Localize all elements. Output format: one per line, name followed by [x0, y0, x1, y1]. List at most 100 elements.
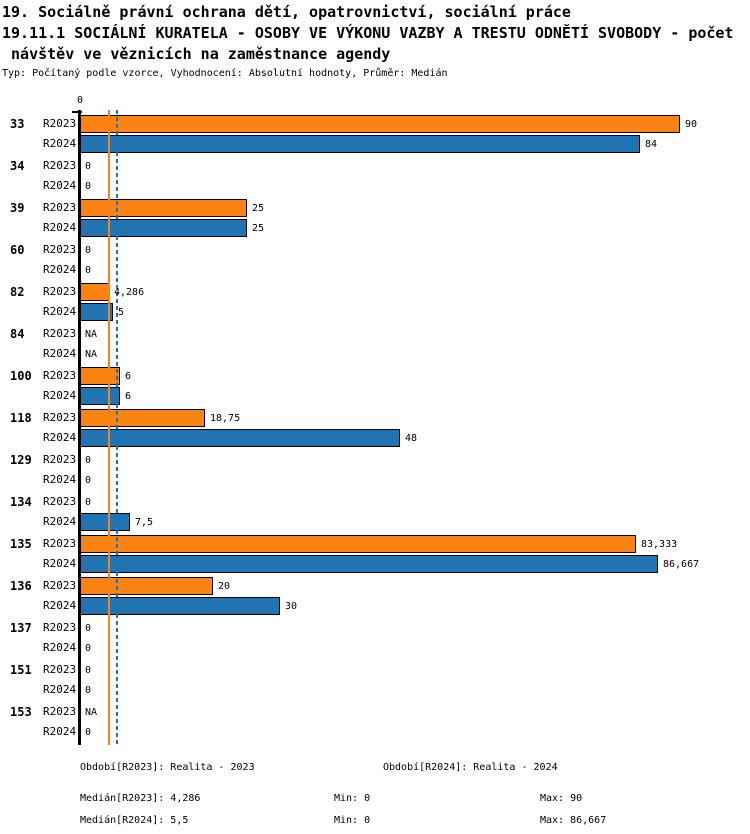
value-label: 0: [85, 181, 92, 192]
bar-r2023: [80, 577, 213, 595]
value-label: 6: [125, 391, 132, 402]
bar-r2023: [80, 199, 247, 217]
bar-r2023: [80, 535, 636, 553]
value-label: 0: [85, 685, 92, 696]
value-label: 0: [85, 455, 92, 466]
series-row-label: R2024: [43, 515, 77, 528]
series-row-label: R2024: [43, 599, 77, 612]
bar-r2024: [80, 219, 247, 237]
value-label: 25: [252, 203, 265, 214]
series-row-label: R2023: [43, 285, 77, 298]
footer-min-r2023: Min: 0: [334, 793, 371, 804]
footer-period-r2024: Období[R2024]: Realita - 2024: [383, 762, 558, 773]
value-label: 0: [85, 623, 92, 634]
value-label: 86,667: [663, 559, 700, 570]
value-label: 0: [85, 161, 92, 172]
value-label: NA: [85, 349, 98, 360]
series-row-label: R2023: [43, 663, 77, 676]
series-row-label: R2024: [43, 137, 77, 150]
value-label: 18,75: [210, 413, 241, 424]
bar-r2023: [80, 409, 205, 427]
chart-meta-line: Typ: Počítaný podle vzorce, Vyhodnocení:…: [2, 68, 448, 79]
page-title-line3: návštěv ve věznicích na zaměstnance agen…: [2, 45, 391, 63]
footer-median-r2023: Medián[R2023]: 4,286: [80, 793, 201, 804]
series-row-label: R2024: [43, 473, 77, 486]
value-label: 90: [685, 119, 698, 130]
value-label: 5: [118, 307, 125, 318]
value-label: 0: [85, 497, 92, 508]
series-row-label: R2023: [43, 705, 77, 718]
category-label: 34: [10, 159, 25, 173]
bar-r2023: [80, 283, 109, 301]
value-label: 0: [85, 665, 92, 676]
series-row-label: R2024: [43, 221, 77, 234]
value-label: 25: [252, 223, 265, 234]
value-label: 84: [645, 139, 658, 150]
series-row-label: R2023: [43, 411, 77, 424]
category-label: 137: [10, 621, 32, 635]
value-label: NA: [85, 329, 98, 340]
series-row-label: R2023: [43, 537, 77, 550]
axis-zero-label: 0: [76, 95, 84, 106]
bar-r2024: [80, 387, 120, 405]
value-label: NA: [85, 707, 98, 718]
bar-r2024: [80, 135, 640, 153]
page-title-line1: 19. Sociálně právní ochrana dětí, opatro…: [2, 3, 571, 21]
median-line-r2023: [108, 110, 110, 745]
page-title-line2: 19.11.1 SOCIÁLNÍ KURATELA - OSOBY VE VÝK…: [2, 24, 734, 42]
series-row-label: R2023: [43, 201, 77, 214]
value-label: 7,5: [135, 517, 154, 528]
category-label: 100: [10, 369, 32, 383]
value-label: 6: [125, 371, 132, 382]
bar-r2023: [80, 115, 680, 133]
series-row-label: R2023: [43, 369, 77, 382]
value-label: 0: [85, 475, 92, 486]
category-label: 136: [10, 579, 32, 593]
category-label: 129: [10, 453, 32, 467]
series-row-label: R2024: [43, 557, 77, 570]
median-line-r2024: [116, 110, 118, 745]
bar-r2024: [80, 597, 280, 615]
bar-r2024: [80, 555, 658, 573]
category-label: 84: [10, 327, 25, 341]
series-row-label: R2024: [43, 179, 77, 192]
footer-max-r2024: Max: 86,667: [540, 815, 607, 826]
series-row-label: R2024: [43, 305, 77, 318]
footer-median-r2024: Medián[R2024]: 5,5: [80, 815, 189, 826]
category-label: 135: [10, 537, 32, 551]
bar-r2024: [80, 513, 130, 531]
bar-r2023: [80, 367, 120, 385]
value-label: 0: [85, 245, 92, 256]
series-row-label: R2023: [43, 579, 77, 592]
series-row-label: R2024: [43, 431, 77, 444]
footer-period-r2023: Období[R2023]: Realita - 2023: [80, 762, 255, 773]
series-row-label: R2024: [43, 725, 77, 738]
series-row-label: R2023: [43, 453, 77, 466]
value-label: 0: [85, 727, 92, 738]
footer-max-r2023: Max: 90: [540, 793, 583, 804]
value-label: 48: [405, 433, 418, 444]
value-label: 0: [85, 643, 92, 654]
category-label: 82: [10, 285, 25, 299]
category-label: 39: [10, 201, 25, 215]
series-row-label: R2024: [43, 263, 77, 276]
series-row-label: R2024: [43, 347, 77, 360]
value-label: 83,333: [641, 539, 678, 550]
value-label: 30: [285, 601, 298, 612]
value-label: 0: [85, 265, 92, 276]
value-label: 20: [218, 581, 231, 592]
category-label: 153: [10, 705, 32, 719]
series-row-label: R2023: [43, 495, 77, 508]
category-label: 134: [10, 495, 32, 509]
series-row-label: R2024: [43, 389, 77, 402]
series-row-label: R2024: [43, 683, 77, 696]
series-row-label: R2023: [43, 243, 77, 256]
series-row-label: R2024: [43, 641, 77, 654]
category-label: 60: [10, 243, 25, 257]
series-row-label: R2023: [43, 117, 77, 130]
series-row-label: R2023: [43, 621, 77, 634]
category-label: 33: [10, 117, 25, 131]
series-row-label: R2023: [43, 159, 77, 172]
series-row-label: R2023: [43, 327, 77, 340]
